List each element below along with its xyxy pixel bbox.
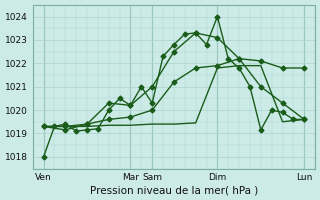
X-axis label: Pression niveau de la mer( hPa ): Pression niveau de la mer( hPa ) [90,185,258,195]
